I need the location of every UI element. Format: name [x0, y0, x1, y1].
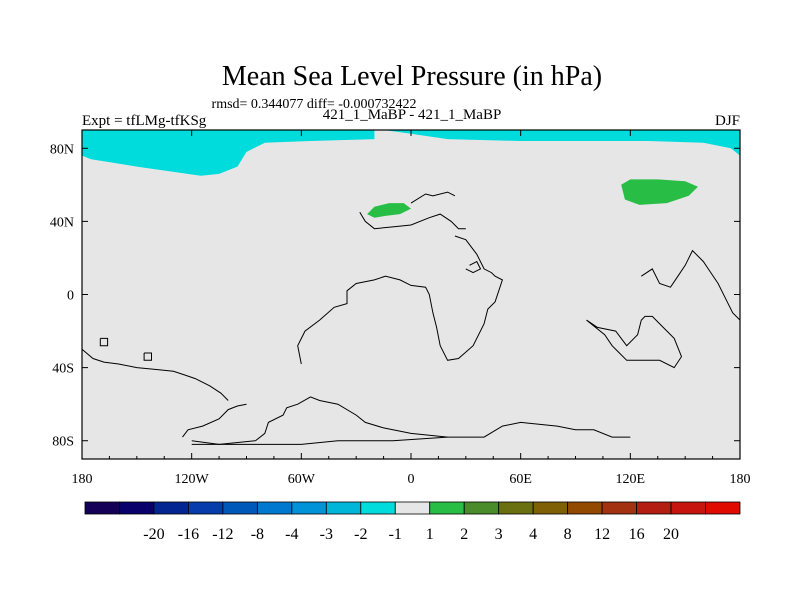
- colorbar-label: 3: [495, 526, 503, 543]
- x-tick-label: 60E: [509, 472, 532, 487]
- colorbar-swatch: [636, 501, 672, 515]
- anomaly-region-1: [82, 130, 375, 176]
- colorbar-label: -8: [251, 526, 264, 543]
- x-tick-label: 180: [730, 472, 751, 487]
- colorbar-label: 8: [564, 526, 572, 543]
- case-label: 421_1_MaBP - 421_1_MaBP: [323, 107, 502, 123]
- colorbar-swatch: [119, 501, 155, 515]
- colorbar-swatch: [222, 501, 258, 515]
- colorbar-swatch: [498, 501, 534, 515]
- colorbar-swatch: [705, 501, 741, 515]
- colorbar-swatch: [429, 501, 465, 515]
- colorbar-label: -1: [389, 526, 402, 543]
- x-tick-label: 120W: [175, 472, 210, 487]
- colorbar-label: -12: [212, 526, 233, 543]
- colorbar-swatch: [360, 501, 396, 515]
- colorbar-label: 20: [663, 526, 679, 543]
- colorbar-swatch: [325, 501, 362, 515]
- colorbar-swatch: [463, 501, 500, 515]
- colorbar-swatch: [256, 501, 293, 515]
- colorbar-swatch: [394, 501, 431, 515]
- colorbar-label: 4: [529, 526, 537, 543]
- y-tick-label: 40S: [52, 362, 74, 377]
- coastline-segment-6: [359, 212, 466, 230]
- colorbar-swatch: [567, 501, 603, 515]
- anomaly-region-3: [367, 203, 411, 218]
- season-label: DJF: [715, 113, 740, 129]
- anomaly-region-2: [383, 130, 740, 156]
- colorbar-swatch: [601, 501, 637, 515]
- colorbar-label: -3: [320, 526, 333, 543]
- field-background: [82, 130, 740, 459]
- x-tick-label: 0: [408, 472, 415, 487]
- coastline-segment-3: [191, 396, 631, 445]
- coastline-segment-5: [297, 235, 504, 365]
- x-tick-label: 60W: [288, 472, 316, 487]
- coastline-segment-8: [586, 315, 683, 369]
- coastline-segment-1: [81, 348, 229, 401]
- colorbar-swatch: [291, 501, 327, 515]
- colorbar-label: -16: [178, 526, 199, 543]
- colorbar-swatch: [84, 501, 120, 515]
- coastline-segment-4: [191, 436, 448, 445]
- coastline-segment-11: [99, 337, 109, 347]
- coastline-segment-2: [182, 403, 247, 438]
- coastline-segment-12: [143, 352, 152, 361]
- colorbar-label: 1: [426, 526, 434, 543]
- y-tick-label: 40N: [50, 215, 74, 230]
- colorbar-swatch: [153, 501, 189, 515]
- x-tick-label: 180: [72, 472, 93, 487]
- y-tick-label: 80N: [50, 142, 74, 157]
- y-tick-label: 80S: [52, 435, 74, 450]
- colorbar-label: -2: [354, 526, 367, 543]
- colorbar-swatch: [670, 501, 706, 515]
- coastline-segment-9: [641, 249, 741, 321]
- coastline-segment-10: [465, 260, 482, 274]
- anomaly-region-4: [621, 179, 698, 205]
- colorbar-label: 12: [594, 526, 610, 543]
- colorbar-label: 2: [460, 526, 468, 543]
- colorbar-swatch: [188, 501, 224, 515]
- coastline-segment-7: [410, 191, 456, 204]
- y-tick-label: 0: [67, 289, 74, 304]
- colorbar-label: -20: [143, 526, 164, 543]
- x-tick-label: 120E: [616, 472, 646, 487]
- colorbar-label: -4: [285, 526, 298, 543]
- colorbar-label: 16: [629, 526, 645, 543]
- stats-line: rmsd= 0.344077 diff= -0.000732422: [212, 97, 417, 112]
- chart-title: Mean Sea Level Pressure (in hPa): [222, 61, 602, 92]
- colorbar-swatch: [532, 501, 569, 515]
- experiment-label: Expt = tfLMg-tfKSg: [82, 113, 207, 129]
